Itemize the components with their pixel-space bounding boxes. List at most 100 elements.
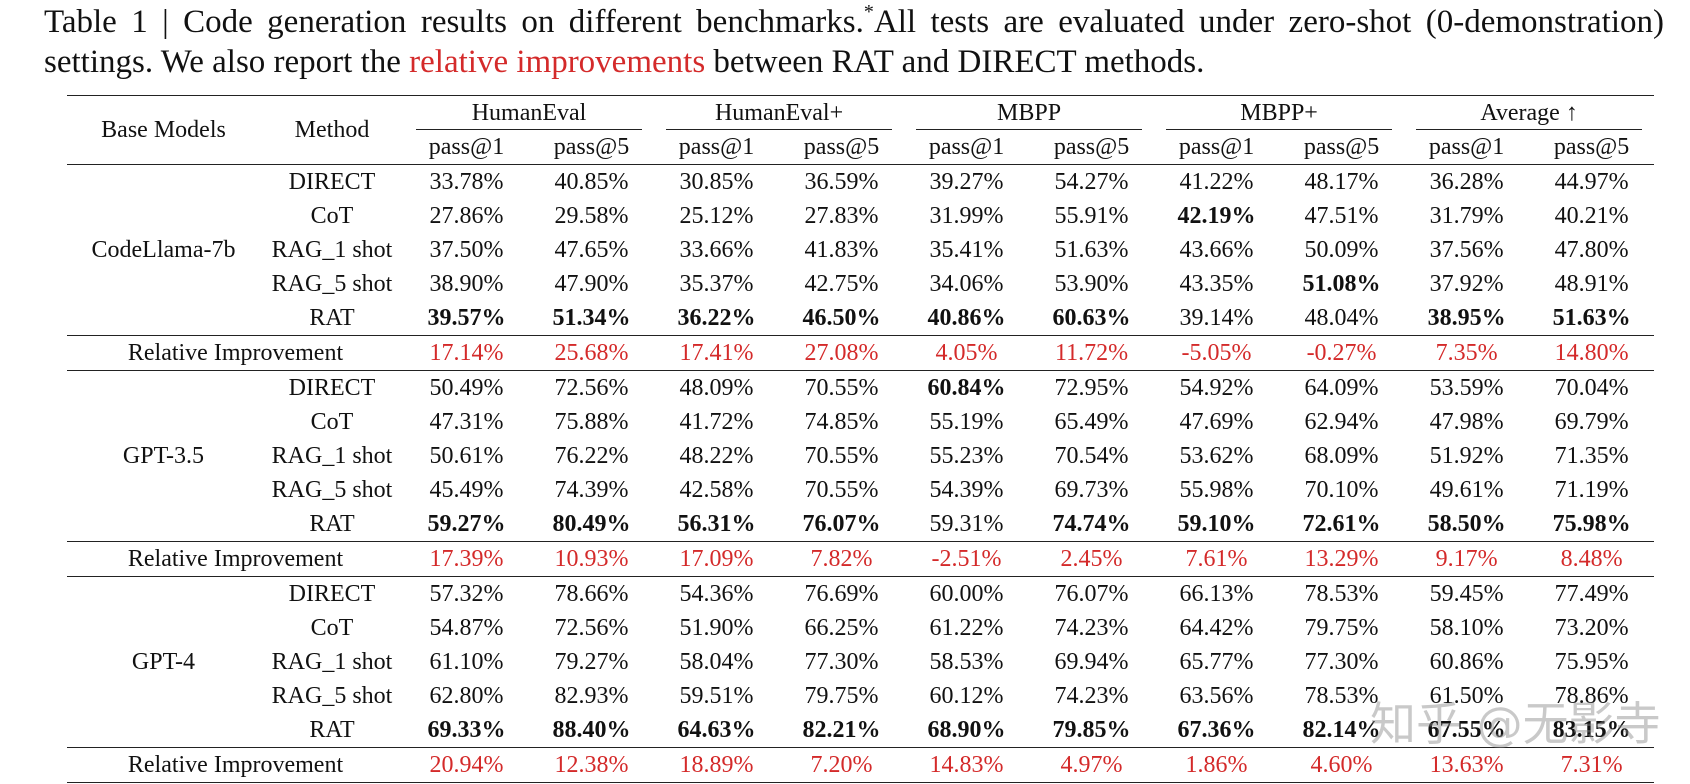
score-cell: 71.19%: [1554, 476, 1629, 503]
score-cell: 74.39%: [554, 476, 629, 503]
header-cell: Base Models: [67, 95, 260, 165]
score-cell: 53.62%: [1179, 442, 1254, 469]
score-cell: 51.92%: [1429, 442, 1504, 469]
score-cell: 64.09%: [1304, 374, 1379, 401]
score-cell: 58.04%: [679, 648, 754, 675]
score-cell: 36.28%: [1429, 168, 1504, 195]
score-cell: 62.94%: [1304, 408, 1379, 435]
score-cell: 41.22%: [1179, 168, 1254, 195]
score-cell: 50.49%: [429, 374, 504, 401]
score-cell: 60.63%: [1029, 301, 1155, 336]
data-row: GPT-4 DIRECT 57.32% 78.66% 54.36% 76.69% 60.00…: [67, 576, 1654, 748]
score-cell: 77.49%: [1554, 580, 1629, 607]
method-name: RAG_5 shot: [271, 682, 393, 709]
score-cell: 78.66%: [554, 580, 629, 607]
method-name: RAG_1 shot: [271, 648, 393, 675]
score-cell: 38.90%: [429, 270, 504, 297]
score-cell: 70.55%: [804, 374, 879, 401]
caption-suffix: between RAT and DIRECT methods.: [705, 44, 1205, 80]
method-name: CoT: [310, 614, 354, 641]
improvement-cell: 17.41%: [654, 335, 780, 371]
score-cell: 54.87%: [429, 614, 504, 641]
score-cell: 33.66%: [679, 236, 754, 263]
score-cell: 54.36%: [679, 580, 754, 607]
score-cell: 69.33%: [404, 713, 529, 748]
improvement-cell: 7.31%: [1529, 747, 1655, 783]
score-cell: 72.56%: [554, 374, 629, 401]
data-row: GPT-3.5 DIRECT 50.49% 72.56% 48.09% 70.55% 60.…: [67, 370, 1654, 542]
score-cell: 60.00%: [929, 580, 1004, 607]
improvement-cell: 9.17%: [1404, 541, 1530, 577]
score-cell: 83.15%: [1529, 713, 1655, 748]
improvement-cell: -5.05%: [1154, 335, 1280, 371]
score-cell: 47.65%: [554, 236, 629, 263]
improvement-row: Relative Improvement 17.39% 10.93% 17.09% 7.…: [67, 541, 1655, 577]
score-cell: 41.72%: [679, 408, 754, 435]
score-cell: 50.09%: [1304, 236, 1379, 263]
score-cell: 34.06%: [929, 270, 1004, 297]
score-cell: 56.31%: [654, 507, 780, 542]
improvement-cell: 27.08%: [779, 335, 905, 371]
method-name: RAG_5 shot: [271, 476, 393, 503]
score-cell: 70.55%: [804, 442, 879, 469]
metric-header: pass@1: [1404, 130, 1530, 165]
score-cell: 74.74%: [1029, 507, 1155, 542]
header-row: Base Models Method HumanEval HumanEval+ MBPP…: [67, 95, 1655, 165]
score-cell: 72.95%: [1054, 374, 1129, 401]
improvement-cell: 2.45%: [1029, 541, 1155, 577]
method-name: DIRECT: [288, 168, 376, 195]
benchmark-name: HumanEval+: [666, 97, 893, 130]
improvement-cell: 11.72%: [1029, 335, 1155, 371]
caption: Table 1 | Code generation results on dif…: [44, 2, 1664, 82]
improvement-cell: 25.68%: [529, 335, 655, 371]
metric-header: pass@5: [529, 130, 655, 165]
score-cell: 44.97%: [1554, 168, 1629, 195]
score-cell: 49.61%: [1429, 476, 1504, 503]
score-cell: 47.69%: [1179, 408, 1254, 435]
improvement-cell: -2.51%: [904, 541, 1030, 577]
score-cell: 48.04%: [1279, 301, 1405, 336]
method-name: DIRECT: [288, 580, 376, 607]
metric-header: pass@1: [904, 130, 1030, 165]
score-cell: 69.94%: [1054, 648, 1129, 675]
score-cell: 88.40%: [529, 713, 655, 748]
benchmark-name: Average ↑: [1416, 97, 1643, 130]
metric-header: pass@5: [1529, 130, 1655, 165]
score-cell: 82.14%: [1279, 713, 1405, 748]
data-row: RAT 69.33% 88.40% 64.63% 82.21% 68.90% 79.85% 6…: [67, 713, 1655, 748]
caption-prefix: Table 1 | Code generation results on dif…: [44, 4, 864, 40]
score-cell: 70.10%: [1304, 476, 1379, 503]
score-cell: 66.25%: [804, 614, 879, 641]
score-cell: 60.12%: [929, 682, 1004, 709]
score-cell: 55.19%: [929, 408, 1004, 435]
data-row: CoT 47.31% 75.88% 41.72% 74.85% 55.19% 65.49% 4…: [67, 405, 1654, 439]
score-cell: 58.10%: [1429, 614, 1504, 641]
score-cell: 43.66%: [1179, 236, 1254, 263]
improvement-cell: 7.82%: [779, 541, 905, 577]
score-cell: 39.27%: [929, 168, 1004, 195]
improvement-row: Relative Improvement 17.14% 25.68% 17.41% 27…: [67, 335, 1655, 371]
score-cell: 51.63%: [1054, 236, 1129, 263]
score-cell: 65.49%: [1054, 408, 1129, 435]
score-cell: 61.22%: [929, 614, 1004, 641]
score-cell: 76.22%: [554, 442, 629, 469]
score-cell: 30.85%: [679, 168, 754, 195]
data-row: RAG_1 shot 37.50% 47.65% 33.66% 41.83% 35.41%…: [67, 233, 1654, 267]
score-cell: 50.61%: [429, 442, 504, 469]
score-cell: 48.22%: [679, 442, 754, 469]
score-cell: 69.79%: [1554, 408, 1629, 435]
score-cell: 76.69%: [804, 580, 879, 607]
score-cell: 75.95%: [1554, 648, 1629, 675]
benchmark-header: HumanEval+: [654, 95, 905, 130]
score-cell: 78.53%: [1304, 682, 1379, 709]
score-cell: 79.75%: [1304, 614, 1379, 641]
score-cell: 82.93%: [554, 682, 629, 709]
score-cell: 60.86%: [1429, 648, 1504, 675]
improvement-cell: 7.61%: [1154, 541, 1280, 577]
benchmark-name: MBPP+: [1166, 97, 1393, 130]
benchmark-header: HumanEval: [404, 95, 655, 130]
method-name: DIRECT: [288, 374, 376, 401]
metric-header: pass@5: [1029, 130, 1155, 165]
metric-header: pass@1: [654, 130, 780, 165]
score-cell: 69.73%: [1054, 476, 1129, 503]
